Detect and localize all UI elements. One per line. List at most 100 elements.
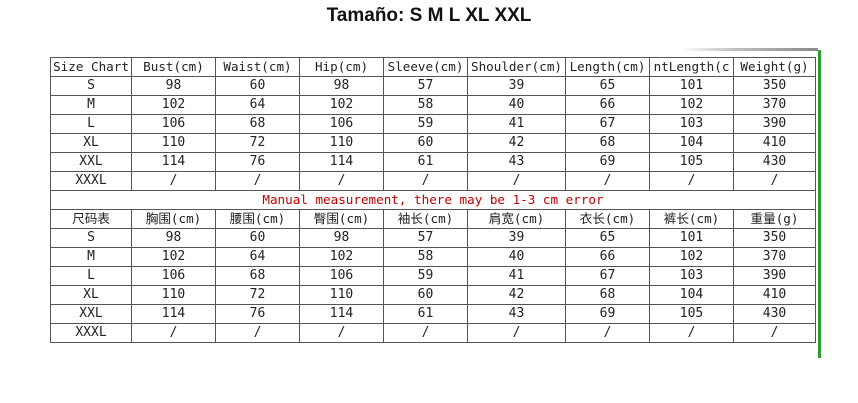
table-row: L 106 68 106 59 41 67 103 390 (50, 266, 816, 286)
table-cell: 39 (467, 228, 566, 248)
right-edge-bar (818, 50, 821, 358)
table-cell: 104 (649, 133, 734, 153)
table-row: XXL 114 76 114 61 43 69 105 430 (50, 304, 816, 324)
size-label-cell: M (50, 95, 132, 115)
table-cell: 72 (215, 285, 300, 305)
table-cell: 42 (467, 133, 566, 153)
table-row: S 98 60 98 57 39 65 101 350 (50, 76, 816, 96)
table-row: XXXL / / / / / / / / (50, 323, 816, 343)
table-row: S 98 60 98 57 39 65 101 350 (50, 228, 816, 248)
table-cell: 110 (131, 133, 216, 153)
table-cell: 68 (215, 114, 300, 134)
size-chart: Size Chart Bust(cm) Waist(cm) Hip(cm) Sl… (50, 57, 816, 343)
table-cell: 57 (383, 228, 468, 248)
table-cell: 61 (383, 304, 468, 324)
table-cell: 114 (131, 304, 216, 324)
table-cell: 98 (299, 228, 384, 248)
table-cell: / (131, 323, 216, 343)
table-cell: 103 (649, 266, 734, 286)
header-cell: Bust(cm) (131, 57, 216, 77)
table-cell: / (383, 171, 468, 191)
header-cell: 胸围(cm) (131, 209, 216, 229)
table-top-shadow (680, 48, 818, 51)
table-cell: 68 (565, 285, 650, 305)
table-cell: 114 (299, 152, 384, 172)
table-cell: 106 (299, 266, 384, 286)
size-label-cell: L (50, 266, 132, 286)
table-cell: / (733, 171, 816, 191)
table-cell: / (733, 323, 816, 343)
table-cell: 102 (131, 247, 216, 267)
note-row: Manual measurement, there may be 1-3 cm … (50, 190, 816, 210)
header-cell: 肩宽(cm) (467, 209, 566, 229)
table-cell: 102 (299, 247, 384, 267)
size-label-cell: XL (50, 133, 132, 153)
table-cell: 106 (299, 114, 384, 134)
table-cell: 98 (131, 76, 216, 96)
table-row: XXL 114 76 114 61 43 69 105 430 (50, 152, 816, 172)
size-label-cell: XXL (50, 152, 132, 172)
table-cell: 65 (565, 76, 650, 96)
table-cell: 60 (215, 76, 300, 96)
table-cell: 101 (649, 228, 734, 248)
header-cell: Length(cm) (565, 57, 650, 77)
table-cell: 102 (649, 247, 734, 267)
size-label-cell: S (50, 76, 132, 96)
table-cell: 114 (299, 304, 384, 324)
table-cell: 430 (733, 152, 816, 172)
size-label-cell: S (50, 228, 132, 248)
header-cell: Sleeve(cm) (383, 57, 468, 77)
table-cell: 410 (733, 133, 816, 153)
table-cell: / (565, 171, 650, 191)
table-cell: 110 (299, 133, 384, 153)
table-cell: / (131, 171, 216, 191)
measurement-note: Manual measurement, there may be 1-3 cm … (50, 190, 816, 210)
table-row: XL 110 72 110 60 42 68 104 410 (50, 133, 816, 153)
table-cell: 370 (733, 95, 816, 115)
table-cell: / (565, 323, 650, 343)
table-cell: 370 (733, 247, 816, 267)
header-row-en: Size Chart Bust(cm) Waist(cm) Hip(cm) Sl… (50, 57, 816, 77)
table-cell: 42 (467, 285, 566, 305)
table-cell: 110 (131, 285, 216, 305)
table-cell: 102 (649, 95, 734, 115)
table-cell: 350 (733, 76, 816, 96)
table-cell: / (383, 323, 468, 343)
table-cell: 102 (131, 95, 216, 115)
table-cell: 64 (215, 247, 300, 267)
table-cell: 430 (733, 304, 816, 324)
table-cell: 64 (215, 95, 300, 115)
header-cell: Shoulder(cm) (467, 57, 566, 77)
table-cell: 60 (383, 133, 468, 153)
table-cell: 98 (131, 228, 216, 248)
header-cell: ntLength(c (649, 57, 734, 77)
table-cell: 410 (733, 285, 816, 305)
table-cell: 350 (733, 228, 816, 248)
table-cell: 104 (649, 285, 734, 305)
table-cell: 103 (649, 114, 734, 134)
table-cell: 58 (383, 247, 468, 267)
rows-cn: S 98 60 98 57 39 65 101 350 M 102 64 102 58 40 66 102 370… (50, 228, 816, 343)
table-cell: / (299, 323, 384, 343)
table-cell: 40 (467, 247, 566, 267)
header-cell: 臀围(cm) (299, 209, 384, 229)
table-cell: 43 (467, 152, 566, 172)
header-cell: Weight(g) (733, 57, 816, 77)
table-cell: / (215, 323, 300, 343)
table-cell: / (649, 171, 734, 191)
table-row: XL 110 72 110 60 42 68 104 410 (50, 285, 816, 305)
header-cell: Size Chart (50, 57, 132, 77)
table-cell: 390 (733, 114, 816, 134)
table-cell: 105 (649, 304, 734, 324)
table-cell: 41 (467, 266, 566, 286)
header-cell: Waist(cm) (215, 57, 300, 77)
table-cell: 76 (215, 152, 300, 172)
table-cell: 110 (299, 285, 384, 305)
table-cell: 106 (131, 266, 216, 286)
size-label-cell: M (50, 247, 132, 267)
header-cell: 袖长(cm) (383, 209, 468, 229)
table-cell: 58 (383, 95, 468, 115)
table-cell: 59 (383, 114, 468, 134)
table-cell: / (467, 323, 566, 343)
table-cell: / (299, 171, 384, 191)
